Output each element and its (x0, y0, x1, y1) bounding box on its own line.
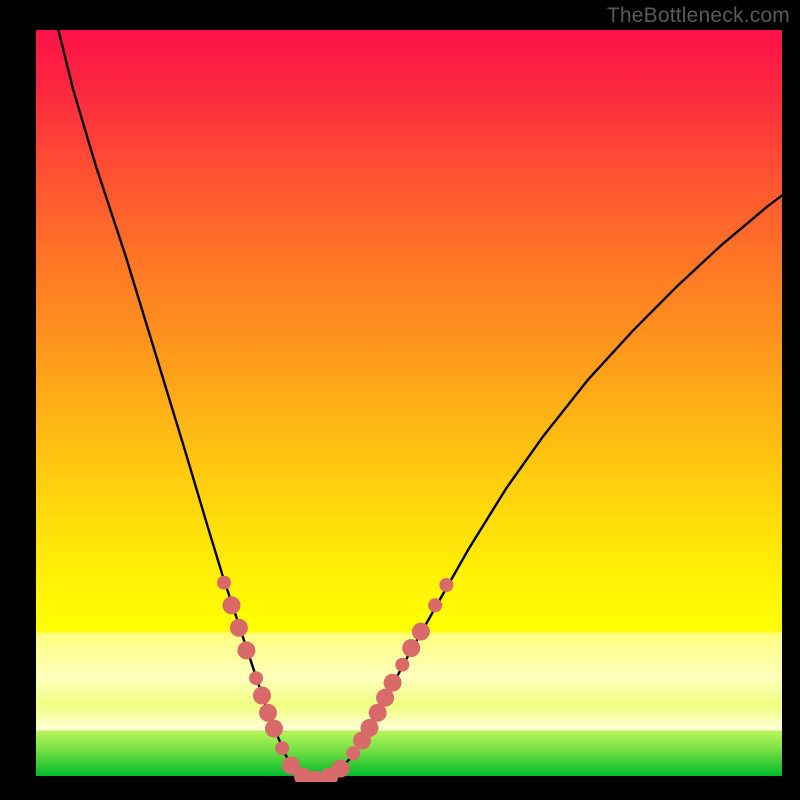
watermark-text: TheBottleneck.com (607, 4, 790, 28)
marker-point (253, 687, 271, 705)
marker-point (331, 760, 349, 778)
marker-point (223, 596, 241, 614)
curve-markers (217, 576, 453, 782)
marker-point (259, 704, 277, 722)
chart-frame: TheBottleneck.com (0, 0, 800, 800)
marker-point (217, 576, 231, 590)
marker-point (395, 658, 409, 672)
marker-point (428, 598, 442, 612)
marker-point (412, 623, 430, 641)
marker-point (265, 720, 283, 738)
marker-point (237, 641, 255, 659)
v-curve (58, 30, 782, 780)
marker-point (249, 671, 263, 685)
marker-point (402, 639, 420, 657)
marker-point (230, 619, 248, 637)
marker-point (275, 741, 289, 755)
marker-point (384, 674, 402, 692)
plot-area (36, 30, 782, 782)
chart-svg (36, 30, 782, 782)
marker-point (439, 578, 453, 592)
marker-point (361, 719, 379, 737)
